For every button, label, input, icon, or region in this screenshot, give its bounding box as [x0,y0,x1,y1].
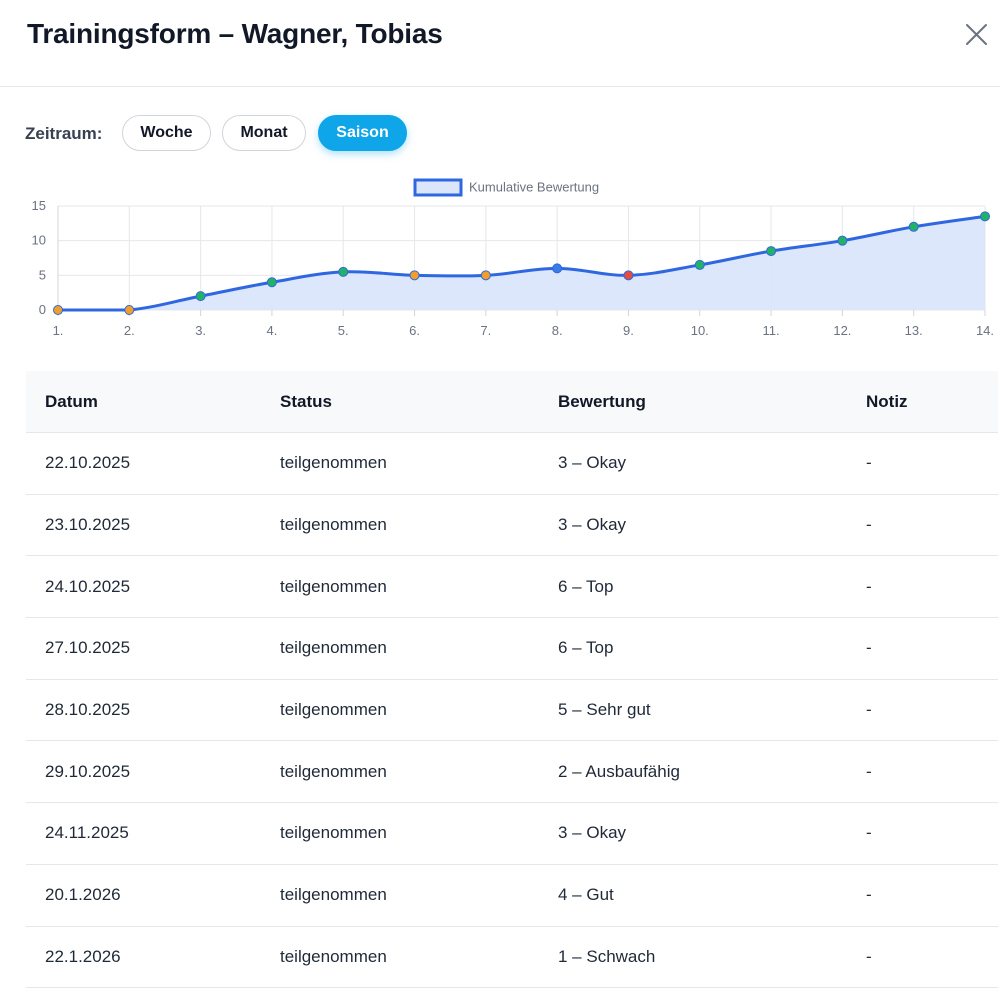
x-tick-label: 2. [124,323,135,338]
x-tick-label: 3. [195,323,206,338]
y-tick-label: 5 [39,267,46,282]
data-point[interactable] [124,305,135,315]
x-tick-label: 11. [763,323,780,338]
series-line [58,214,986,312]
cell-rating: 3 – Okay [558,515,627,535]
cell-note: - [866,576,872,596]
period-button-month[interactable]: Monat [222,115,306,151]
performance-chart: Kumulative Bewertung 0 5 10 15 1. 2. 3. 4. 5. 6. 7… [0,170,1000,345]
x-tick-label: 9. [623,323,634,338]
x-tick-label: 10. [691,323,709,338]
data-point[interactable] [766,246,777,257]
close-icon[interactable] [962,20,992,50]
cell-note: - [866,823,872,843]
cell-status: teilgenommen [280,761,387,781]
x-tick-label: 4. [267,323,278,338]
x-tick-label: 1. [53,323,64,338]
cell-date: 24.10.2025 [45,576,131,596]
cell-status: teilgenommen [280,576,387,596]
legend-label[interactable]: Kumulative Bewertung [469,180,599,195]
column-header-rating[interactable]: Bewertung [558,391,646,411]
data-point[interactable] [552,263,563,274]
period-filter-label: Zeitraum: [25,124,103,143]
cell-status: teilgenommen [280,453,387,473]
column-header-date[interactable]: Datum [45,391,98,411]
table-row: 22.1.2026 teilgenommen 1 – Schwach - [26,927,998,989]
chart-svg: Kumulative Bewertung 0 5 10 15 1. 2. 3. 4. 5. 6. 7… [32,178,994,338]
cell-note: - [866,453,872,473]
table-row: 24.10.2025 teilgenommen 6 – Top - [26,556,998,619]
data-point[interactable] [266,277,277,288]
close-button[interactable] [962,20,992,50]
table-body: 22.10.2025 teilgenommen 3 – Okay -23.10.202… [26,433,998,989]
cell-rating: 6 – Top [558,638,614,658]
cell-note: - [866,638,872,658]
table-header-row: Datum Status Bewertung Notiz [26,371,998,433]
x-tick-label: 6. [409,323,420,338]
cell-note: - [866,885,872,905]
x-tick-label: 8. [552,323,563,338]
cell-rating: 6 – Top [558,576,614,596]
y-tick-label: 0 [39,302,46,317]
cell-note: - [866,761,872,781]
data-point[interactable] [480,270,491,281]
x-tick-label: 13. [905,323,923,338]
period-filter: Zeitraum: Woche Monat Saison [25,115,985,151]
cell-status: teilgenommen [280,823,387,843]
cell-status: teilgenommen [280,638,387,658]
data-point[interactable] [980,211,990,222]
table-row: 27.10.2025 teilgenommen 6 – Top - [26,618,998,680]
modal-title: Trainingsform – Wagner, Tobias [27,18,443,49]
data-point[interactable] [53,305,63,315]
cell-status: teilgenommen [280,946,387,966]
y-tick-label: 15 [32,198,46,213]
cell-date: 24.11.2025 [45,823,129,843]
table-row: 29.10.2025 teilgenommen 2 – Ausbaufähig - [26,741,998,804]
series-area [58,216,985,310]
cell-date: 22.10.2025 [45,453,131,473]
table-row: 23.10.2025 teilgenommen 3 – Okay - [26,495,998,557]
cell-note: - [866,515,872,535]
period-button-season[interactable]: Saison [318,115,407,151]
cell-date: 29.10.2025 [45,761,131,781]
cell-date: 27.10.2025 [45,638,131,658]
legend-swatch[interactable] [413,178,463,197]
cell-date: 22.1.2026 [45,946,121,966]
cell-rating: 5 – Sehr gut [558,700,651,720]
data-point[interactable] [694,259,705,270]
table-row: 28.10.2025 teilgenommen 5 – Sehr gut - [26,680,998,742]
cell-note: - [866,946,872,966]
x-tick-label: 14. [976,323,994,338]
cell-rating: 1 – Schwach [558,946,656,966]
data-point[interactable] [908,221,919,232]
x-tick-label: 12. [833,323,851,338]
y-tick-label: 10 [32,233,46,248]
column-header-note[interactable]: Notiz [866,391,908,411]
cell-status: teilgenommen [280,885,387,905]
period-button-week[interactable]: Woche [122,115,211,151]
column-header-status[interactable]: Status [280,391,332,411]
data-point[interactable] [837,235,848,246]
cell-date: 23.10.2025 [45,515,131,535]
x-tick-label: 7. [480,323,491,338]
modal-header: Trainingsform – Wagner, Tobias [0,0,1000,87]
table-row: 22.10.2025 teilgenommen 3 – Okay - [26,433,998,495]
cell-rating: 4 – Gut [558,885,614,905]
cell-date: 28.10.2025 [45,700,131,720]
data-point[interactable] [623,270,634,281]
cell-rating: 3 – Okay [558,453,627,473]
data-point[interactable] [338,266,349,277]
cell-status: teilgenommen [280,700,387,720]
table-row: 20.1.2026 teilgenommen 4 – Gut - [26,865,998,927]
cell-rating: 2 – Ausbaufähig [558,761,680,781]
data-point[interactable] [409,270,420,281]
x-tick-label: 5. [338,323,349,338]
cell-date: 20.1.2026 [45,885,121,905]
attendance-table: Datum Status Bewertung Notiz 22.10.2025 t… [26,371,998,989]
data-point[interactable] [195,291,206,302]
cell-status: teilgenommen [280,515,387,535]
cell-rating: 3 – Okay [558,823,627,843]
table-row: 24.11.2025 teilgenommen 3 – Okay - [26,803,998,865]
cell-note: - [866,700,872,720]
